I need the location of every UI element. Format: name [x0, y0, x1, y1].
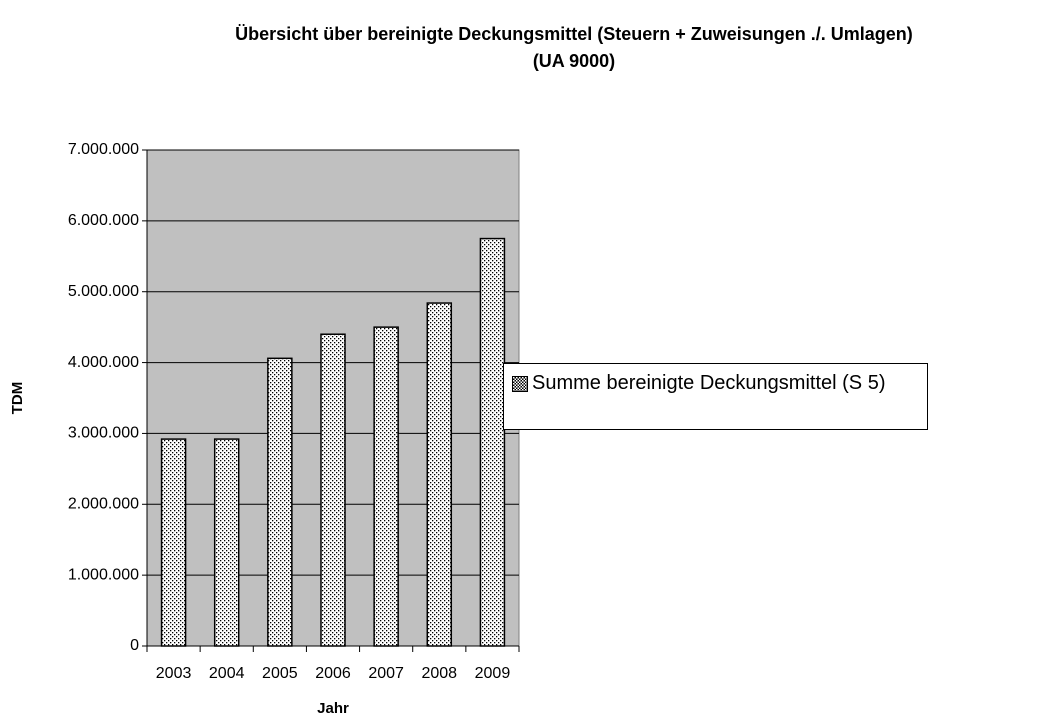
- x-axis-label: Jahr: [317, 700, 349, 717]
- bar: [267, 357, 293, 647]
- x-tick-label: 2008: [421, 665, 457, 682]
- y-tick-label: 0: [130, 637, 139, 654]
- bar: [479, 237, 506, 647]
- x-tick-label: 2006: [315, 665, 351, 682]
- legend-label: Summe bereinigte Deckungsmittel (S 5): [532, 372, 886, 394]
- y-tick-label: 4.000.000: [68, 354, 139, 371]
- x-tick-label: 2004: [209, 665, 245, 682]
- y-tick-label: 6.000.000: [68, 212, 139, 229]
- y-tick-label: 5.000.000: [68, 283, 139, 300]
- x-tick-label: 2007: [368, 665, 404, 682]
- x-tick-label: 2009: [475, 665, 511, 682]
- legend: Summe bereinigte Deckungsmittel (S 5): [503, 363, 928, 430]
- bar: [213, 438, 240, 647]
- chart-title: (UA 9000): [533, 51, 615, 71]
- chart-title: Übersicht über bereinigte Deckungsmittel…: [235, 24, 913, 44]
- bar: [160, 438, 187, 647]
- y-tick-label: 1.000.000: [68, 566, 139, 583]
- bar: [373, 326, 399, 647]
- y-tick-label: 3.000.000: [68, 425, 139, 442]
- y-tick-label: 2.000.000: [68, 496, 139, 513]
- x-tick-label: 2003: [156, 665, 192, 682]
- bar: [320, 333, 346, 647]
- bar: [426, 302, 453, 647]
- x-tick-label: 2005: [262, 665, 298, 682]
- y-tick-label: 7.000.000: [68, 141, 139, 158]
- y-axis-label: TDM: [9, 382, 26, 415]
- legend-swatch: [512, 376, 528, 392]
